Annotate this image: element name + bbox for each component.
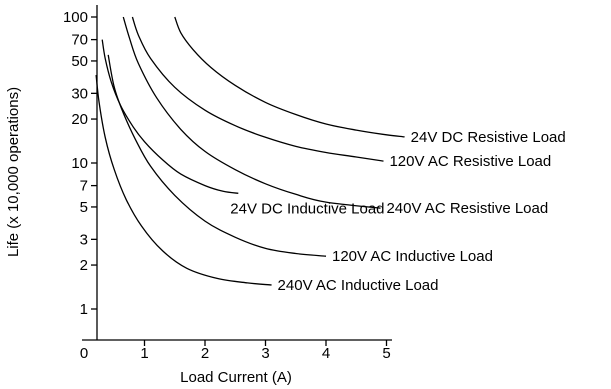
series-label-2: 120V AC Resistive Load [389,153,551,170]
x-tick-label: 1 [140,345,148,362]
y-tick-label: 50 [71,53,88,70]
y-tick-label: 20 [71,111,88,128]
y-tick-label: 5 [80,199,88,216]
series-label-6: 240V AC Inductive Load [278,277,439,294]
y-tick-label: 70 [71,32,88,49]
y-ticks: 1 2 3 5 7 10 20 30 50 70 100 [63,9,97,318]
y-tick-label: 30 [71,85,88,102]
curves [95,16,405,286]
x-axis-title: Load Current (A) [180,369,292,386]
series-line-1 [174,16,405,138]
x-tick-label: 4 [322,345,330,362]
x-tick-label: 3 [261,345,269,362]
x-tick-label: 0 [80,345,88,362]
series-line-6 [95,75,272,286]
series-label-4: 24V DC Inductive Load [230,200,384,217]
series-line-4 [101,39,239,194]
series-line-3 [122,16,381,209]
series-label-5: 120V AC Inductive Load [332,248,493,265]
y-tick-label: 7 [80,178,88,195]
y-axis-title: Life (x 10,000 operations) [5,87,22,257]
y-tick-label: 3 [80,231,88,248]
series-line-5 [107,54,327,257]
y-tick-label: 100 [63,9,88,26]
x-tick-label: 2 [201,345,209,362]
curve-labels: 24V DC Resistive Load 120V AC Resistive L… [230,129,565,294]
series-label-3: 240V AC Resistive Load [386,200,548,217]
x-ticks: 0 1 2 3 4 5 [80,340,391,362]
series-label-1: 24V DC Resistive Load [411,129,566,146]
y-tick-label: 10 [71,155,88,172]
y-tick-label: 2 [80,257,88,274]
x-tick-label: 5 [382,345,390,362]
series-line-2 [131,16,384,162]
y-tick-label: 1 [80,301,88,318]
